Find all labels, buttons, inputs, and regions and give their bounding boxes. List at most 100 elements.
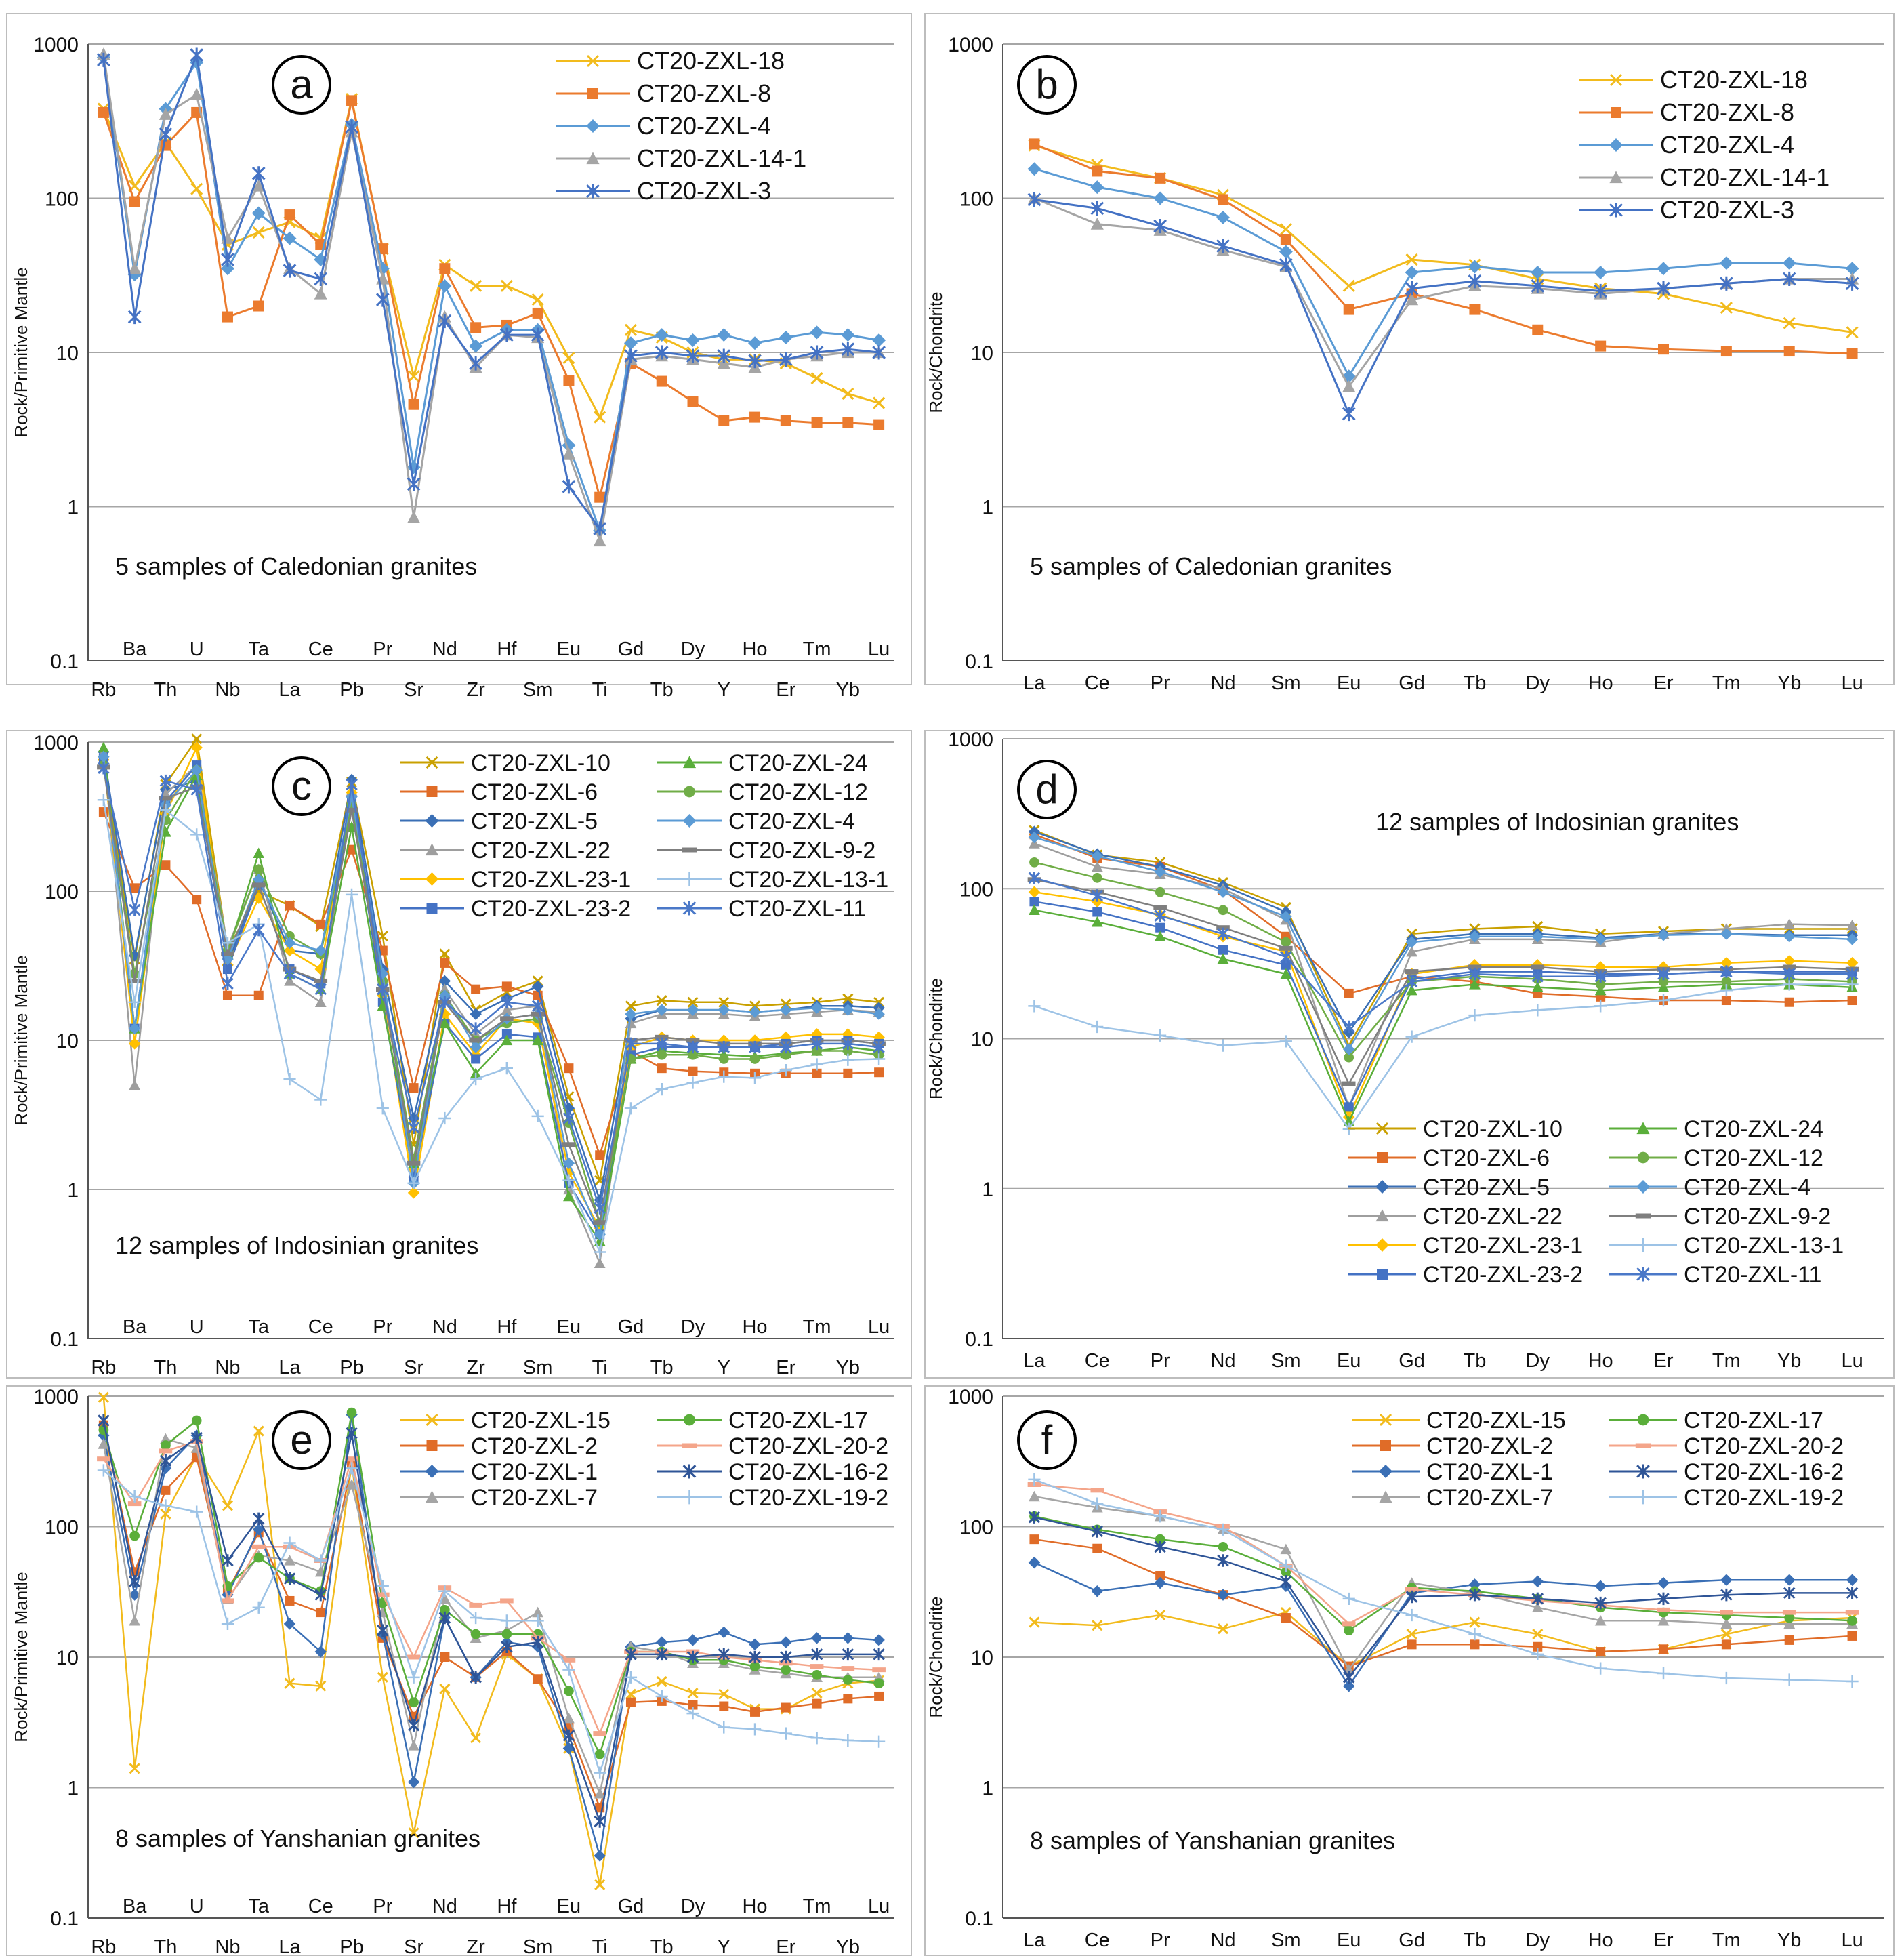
legend-label: CT20-ZXL-4 <box>728 809 855 834</box>
y-tick-label: 100 <box>959 878 993 901</box>
legend-item: CT20-ZXL-3 <box>556 177 771 205</box>
x-tick-label: Sr <box>404 1357 423 1379</box>
data-point <box>1657 1576 1670 1589</box>
data-point <box>1154 1029 1167 1042</box>
data-point <box>749 1650 761 1664</box>
x-tick-label: Tb <box>650 679 674 701</box>
legend-marker <box>587 88 598 99</box>
x-tick-label: Er <box>1654 1350 1674 1372</box>
legend-marker <box>1609 171 1623 184</box>
data-point <box>1846 956 1859 969</box>
data-point <box>1155 1571 1165 1581</box>
annotation: 12 samples of Indosinian granites <box>1375 808 1739 836</box>
legend-label: CT20-ZXL-10 <box>471 750 610 776</box>
data-point <box>1217 1589 1229 1601</box>
data-point <box>285 901 295 911</box>
x-tick-label: Sm <box>1271 1350 1301 1372</box>
legend-item: CT20-ZXL-23-2 <box>1348 1262 1583 1288</box>
data-point <box>159 108 173 120</box>
data-point <box>872 333 886 347</box>
x-tick-label: Ce <box>308 638 333 660</box>
data-point <box>1342 1671 1355 1684</box>
panel-frame <box>6 13 912 685</box>
data-point <box>564 1063 574 1074</box>
data-point <box>191 1415 202 1426</box>
y-tick-label: 0.1 <box>965 1908 993 1930</box>
data-point <box>470 322 482 333</box>
x-tick-label: Th <box>154 1357 178 1379</box>
series-line <box>1033 842 1853 1108</box>
data-point <box>127 1501 142 1507</box>
data-point <box>1468 260 1482 274</box>
data-point <box>1720 1618 1733 1629</box>
data-point <box>159 1448 173 1454</box>
data-point <box>779 330 793 344</box>
legend-label: CT20-ZXL-3 <box>637 177 771 205</box>
series-line <box>1033 143 1853 355</box>
data-point <box>1594 984 1607 996</box>
data-point <box>1783 978 1796 991</box>
data-point <box>781 1665 791 1675</box>
data-point <box>407 1719 420 1732</box>
data-point <box>718 1721 730 1734</box>
data-point <box>98 807 108 817</box>
data-point <box>842 1632 854 1644</box>
legend-item: CT20-ZXL-7 <box>400 1485 598 1511</box>
series-CT20-ZXL-4 <box>96 50 886 537</box>
data-point <box>129 1079 141 1090</box>
data-point <box>533 1674 543 1684</box>
panel-letter: f <box>1041 1417 1053 1463</box>
legend-marker <box>586 54 600 68</box>
data-point <box>810 1648 823 1661</box>
data-point <box>159 1454 172 1467</box>
data-point <box>1657 967 1670 981</box>
data-point <box>129 883 140 893</box>
legend-label: CT20-ZXL-24 <box>1684 1116 1823 1142</box>
data-point <box>375 292 390 307</box>
panel-badge <box>1017 1410 1077 1470</box>
series-CT20-ZXL-16-2 <box>1028 1511 1859 1684</box>
data-point <box>1405 936 1418 948</box>
x-tick-label: Eu <box>1337 1350 1361 1372</box>
data-point <box>346 1427 358 1440</box>
data-point <box>873 1735 886 1748</box>
legend-item: CT20-ZXL-6 <box>400 779 598 805</box>
data-point <box>531 293 544 306</box>
legend-label: CT20-ZXL-24 <box>728 750 868 776</box>
data-point <box>407 1121 420 1134</box>
y-tick-label: 0.1 <box>50 1328 79 1351</box>
legend-item: CT20-ZXL-4 <box>1609 1175 1810 1200</box>
data-point <box>1405 1587 1419 1592</box>
data-point <box>1657 1592 1670 1606</box>
x-tick-label: Dy <box>1526 672 1550 694</box>
legend-marker <box>682 901 697 916</box>
x-tick-label: Sm <box>523 679 553 701</box>
data-point <box>748 1072 762 1084</box>
data-point <box>874 1067 884 1078</box>
data-point <box>842 1037 854 1051</box>
legend-marker <box>586 184 600 199</box>
data-point <box>655 345 669 360</box>
data-point <box>594 491 606 503</box>
x-tick-label: Er <box>776 679 795 701</box>
data-point <box>407 1671 420 1684</box>
x-tick-label: Nd <box>1210 1930 1235 1951</box>
legend-label: CT20-ZXL-16-2 <box>728 1459 888 1485</box>
legend-marker <box>426 756 438 769</box>
data-point <box>686 348 700 363</box>
y-tick-label: 1000 <box>33 1386 79 1408</box>
legend-label: CT20-ZXL-8 <box>1660 98 1794 126</box>
legend-item: CT20-ZXL-19-2 <box>657 1485 888 1511</box>
data-point <box>531 1000 544 1013</box>
legend-label: CT20-ZXL-1 <box>1426 1459 1553 1485</box>
data-point <box>190 1431 203 1444</box>
data-point <box>1782 964 1796 970</box>
data-point <box>439 1605 450 1615</box>
legend-marker <box>425 843 439 856</box>
data-point <box>283 967 296 980</box>
x-tick-label: Dy <box>1526 1350 1550 1372</box>
data-point <box>159 127 173 142</box>
data-point <box>655 1636 668 1648</box>
legend-marker <box>1609 203 1623 218</box>
x-tick-label: Eu <box>557 638 581 660</box>
